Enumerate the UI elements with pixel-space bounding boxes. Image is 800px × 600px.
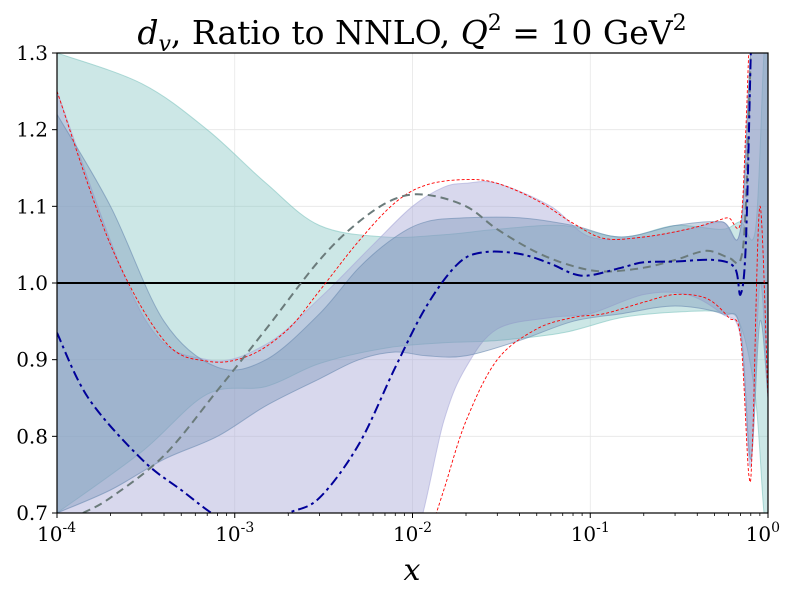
curves: [57, 53, 768, 513]
curve-gray-dashed: [82, 53, 752, 513]
curve-blue-dashdot: [57, 53, 752, 513]
x-tick-label: 10-1: [571, 520, 610, 546]
y-tick-label: 0.9: [16, 348, 48, 372]
x-tick-label: 10-4: [37, 520, 76, 546]
title-unit-exponent: 2: [673, 11, 687, 36]
axis-ticks: 10-4 10-3 10-2 10-1 100 0.7 0.8 0.9 1.0 1.1 1.2 1.3: [16, 41, 780, 546]
title-q: Q: [461, 13, 488, 52]
y-tick-label: 1.1: [16, 194, 48, 218]
title-equals: = 10 GeV: [502, 13, 674, 52]
curve-dashed-red-lower: [435, 205, 768, 513]
title-q-exponent: 2: [488, 11, 502, 36]
x-tick-label: 100: [746, 520, 780, 546]
title-subscript: v: [158, 32, 171, 57]
x-tick-label: 10-2: [393, 520, 432, 546]
y-tick-label: 1.0: [16, 271, 48, 295]
y-tick-label: 0.8: [16, 424, 48, 448]
curve-dashed-red-upper: [57, 53, 768, 363]
title-middle: , Ratio to NNLO,: [171, 13, 461, 52]
chart-title: dv, Ratio to NNLO, Q2 = 10 GeV2: [137, 11, 686, 57]
y-tick-label: 1.3: [16, 41, 48, 65]
x-tick-label: 10-3: [215, 520, 254, 546]
y-tick-label: 0.7: [16, 501, 48, 525]
title-symbol: d: [137, 13, 158, 52]
y-tick-label: 1.2: [16, 118, 48, 142]
x-axis-label: x: [404, 553, 421, 588]
